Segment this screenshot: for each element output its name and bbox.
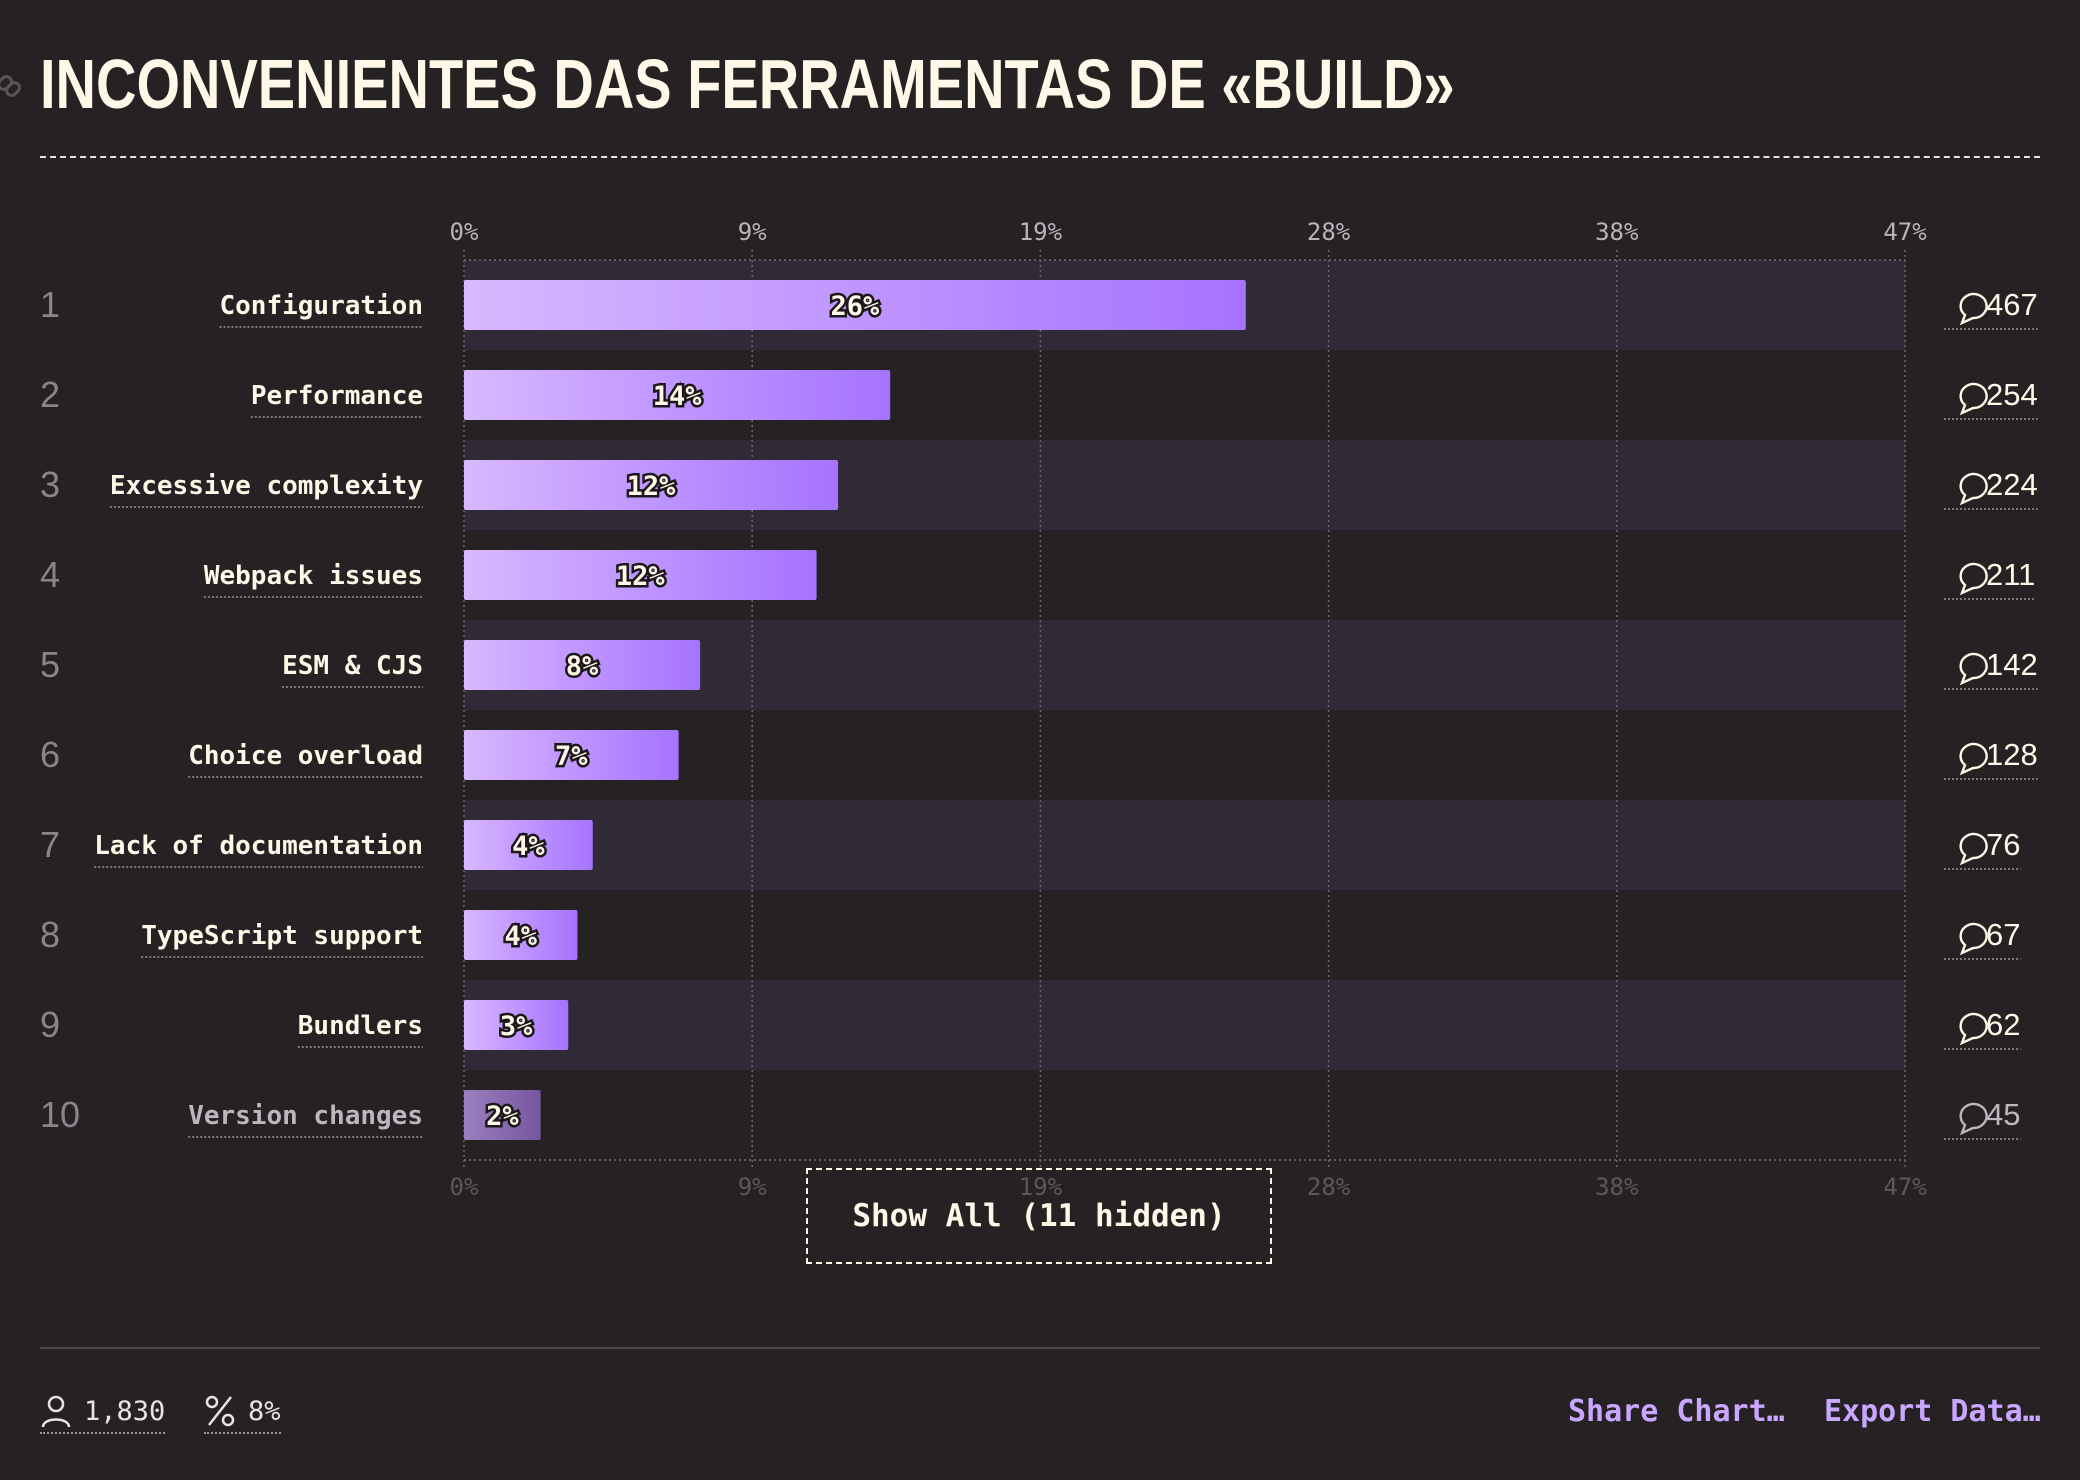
- comment-icon: [1959, 562, 1988, 596]
- bar-value-label: 14%: [653, 381, 703, 412]
- bar-value-label: 4%: [512, 831, 545, 862]
- rank-number: 3: [40, 464, 60, 505]
- comment-icon: [1959, 292, 1988, 326]
- row-background: [464, 980, 1905, 1070]
- percent-value: 8%: [248, 1395, 281, 1427]
- bar: [464, 550, 817, 600]
- comment-count: 142: [1986, 647, 2038, 682]
- x-tick-label-top: 38%: [1595, 218, 1639, 246]
- comment-icon: [1959, 1102, 1988, 1136]
- rank-number: 4: [40, 554, 60, 595]
- comment-count: 224: [1986, 467, 2038, 502]
- title-divider: [40, 156, 2040, 158]
- bar: [464, 370, 891, 420]
- category-label: Lack of documentation: [94, 831, 423, 861]
- row-background: [464, 620, 1905, 710]
- footer-divider: [40, 1347, 2040, 1349]
- bar-value-label: 12%: [616, 561, 666, 592]
- x-tick-label-top: 9%: [738, 218, 767, 246]
- comment-count: 62: [1986, 1007, 2020, 1042]
- link-icon[interactable]: [0, 72, 24, 102]
- comment-icon: [1959, 832, 1988, 866]
- comment-icon: [1959, 742, 1988, 776]
- export-data-link[interactable]: Export Data…: [1824, 1394, 2041, 1429]
- comment-count: 254: [1986, 377, 2038, 412]
- category-label: Webpack issues: [204, 561, 423, 591]
- comment-count: 67: [1986, 917, 2020, 952]
- bar-value-label: 8%: [566, 651, 599, 682]
- comment-count: 128: [1986, 737, 2038, 772]
- percent-icon: [205, 1395, 235, 1427]
- show-all-button[interactable]: Show All (11 hidden): [806, 1168, 1272, 1264]
- bar: [464, 460, 839, 510]
- x-tick-label-top: 0%: [450, 218, 479, 246]
- category-label: Configuration: [220, 291, 424, 321]
- x-tick-label-top: 47%: [1883, 218, 1927, 246]
- respondents-stat[interactable]: 1,830: [40, 1394, 166, 1434]
- x-tick-label-bottom: 0%: [450, 1173, 479, 1201]
- rank-number: 5: [40, 644, 60, 685]
- rank-number: 9: [40, 1004, 60, 1045]
- bar: [464, 1000, 569, 1050]
- x-tick-label-top: 28%: [1307, 218, 1351, 246]
- category-label: Bundlers: [298, 1011, 423, 1041]
- category-label: Version changes: [188, 1101, 423, 1131]
- bar-value-label: 12%: [627, 471, 677, 502]
- percent-stat[interactable]: 8%: [204, 1394, 281, 1434]
- category-label: Choice overload: [188, 741, 423, 771]
- respondents-count: 1,830: [84, 1395, 166, 1427]
- bar-value-label: 3%: [500, 1011, 533, 1042]
- rank-number: 7: [40, 824, 60, 865]
- x-tick-label-bottom: 9%: [738, 1173, 767, 1201]
- category-label: ESM & CJS: [282, 651, 423, 681]
- bar-value-label: 4%: [504, 921, 537, 952]
- bar: [464, 730, 679, 780]
- bar-value-label: 7%: [555, 741, 588, 772]
- comment-icon: [1959, 652, 1988, 686]
- x-tick-label-bottom: 47%: [1883, 1173, 1927, 1201]
- bar: [464, 280, 1246, 330]
- x-tick-label-bottom: 19%: [1019, 1173, 1063, 1201]
- comment-count: 467: [1986, 287, 2038, 322]
- rank-number: 6: [40, 734, 60, 775]
- category-label: TypeScript support: [141, 921, 423, 951]
- comment-icon: [1959, 472, 1988, 506]
- bar: [464, 1090, 541, 1140]
- page-title: INCONVENIENTES DAS FERRAMENTAS DE «BUILD…: [40, 45, 1455, 123]
- rank-number: 10: [40, 1094, 80, 1135]
- bar: [464, 640, 701, 690]
- comment-icon: [1959, 1012, 1988, 1046]
- comment-count: 211: [1986, 557, 2035, 592]
- comment-icon: [1959, 382, 1988, 416]
- comment-count: 76: [1986, 827, 2020, 862]
- rank-number: 2: [40, 374, 60, 415]
- x-tick-label-bottom: 38%: [1595, 1173, 1639, 1201]
- comment-icon: [1959, 922, 1988, 956]
- share-chart-link[interactable]: Share Chart…: [1568, 1394, 1785, 1429]
- category-label: Performance: [251, 381, 423, 411]
- bar: [464, 820, 593, 870]
- x-tick-label-bottom: 28%: [1307, 1173, 1351, 1201]
- row-background: [464, 800, 1905, 890]
- rank-number: 8: [40, 914, 60, 955]
- bar-value-label: 26%: [831, 291, 881, 322]
- comment-count: 45: [1986, 1097, 2020, 1132]
- rank-number: 1: [40, 284, 60, 325]
- x-tick-label-top: 19%: [1019, 218, 1063, 246]
- category-label: Excessive complexity: [110, 471, 423, 501]
- bar: [464, 910, 578, 960]
- user-icon: [41, 1395, 71, 1428]
- bar-value-label: 2%: [486, 1101, 519, 1132]
